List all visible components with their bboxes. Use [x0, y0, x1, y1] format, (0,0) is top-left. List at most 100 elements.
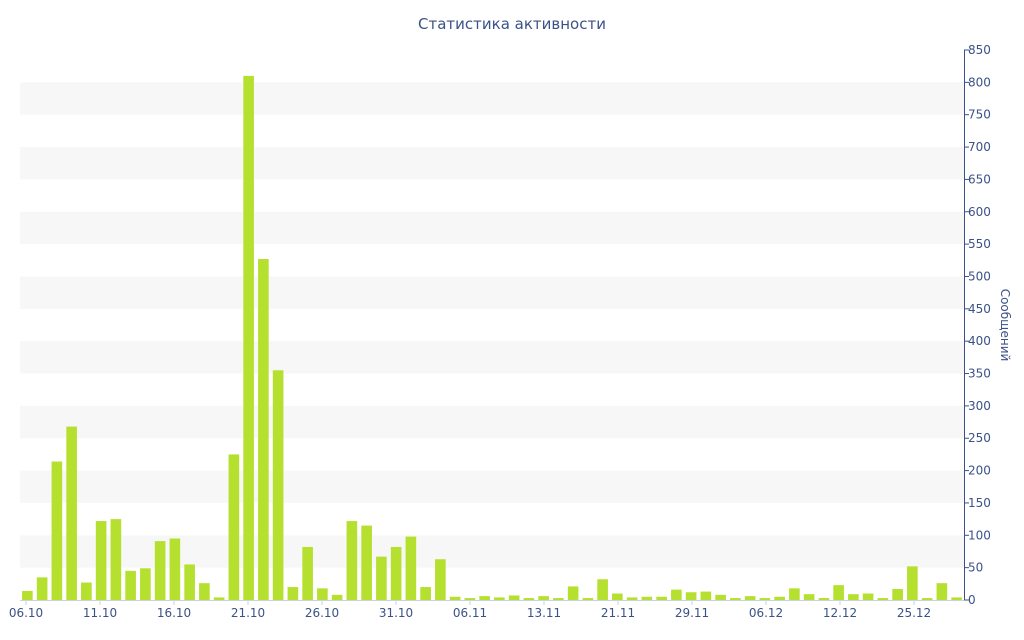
- y-tick-label: 600: [968, 205, 991, 219]
- bars: [22, 75, 962, 601]
- y-tick-label: 0: [968, 593, 976, 607]
- bar: [287, 587, 299, 600]
- bar: [907, 566, 918, 600]
- bar: [125, 570, 136, 600]
- bar: [449, 596, 461, 600]
- x-tick-label: 29.11: [675, 606, 709, 620]
- bar: [435, 559, 446, 600]
- bar: [464, 598, 476, 600]
- grid-band: [20, 82, 964, 115]
- bar: [22, 590, 33, 600]
- y-axis: 0 50 100 150 200 250 300 350 400 450 500 550 600 650 7…: [964, 43, 991, 607]
- bar: [597, 579, 608, 600]
- x-tick-label: 12.12: [823, 606, 857, 620]
- bar: [81, 582, 92, 600]
- bar: [567, 586, 579, 600]
- bar: [641, 596, 653, 600]
- grid-band: [20, 276, 964, 309]
- bar: [390, 546, 402, 600]
- bar: [361, 525, 372, 600]
- bar: [951, 597, 962, 600]
- bar: [582, 598, 594, 600]
- y-tick-label: 450: [968, 302, 991, 316]
- chart-title: Статистика активности: [418, 15, 606, 33]
- bar: [376, 556, 387, 600]
- bar: [110, 519, 122, 600]
- bar: [759, 598, 771, 600]
- bar: [213, 597, 225, 600]
- y-tick-label: 250: [968, 431, 991, 445]
- x-axis: 06.10 11.10 16.10 21.10 26.10 31.10 06.11 13.11…: [9, 600, 964, 620]
- y-tick-label: 150: [968, 496, 991, 510]
- bar: [892, 589, 903, 600]
- bar: [744, 596, 756, 600]
- y-tick-label: 500: [968, 269, 991, 283]
- bar: [833, 585, 844, 600]
- bar: [789, 588, 800, 600]
- y-tick-label: 700: [968, 140, 991, 154]
- grid-band: [20, 341, 964, 374]
- bar: [715, 594, 726, 600]
- bar: [508, 595, 520, 600]
- y-tick-label: 100: [968, 528, 991, 542]
- y-tick-label: 650: [968, 172, 991, 186]
- y-tick-label: 350: [968, 367, 991, 381]
- bar: [803, 594, 815, 600]
- bar: [685, 592, 697, 600]
- bar: [228, 454, 240, 600]
- x-tick-label: 26.10: [305, 606, 339, 620]
- bar: [479, 596, 490, 600]
- bar: [302, 546, 313, 600]
- bar: [774, 596, 785, 600]
- bar: [862, 593, 874, 600]
- bar: [494, 597, 505, 600]
- bar: [405, 536, 417, 600]
- x-tick-label: 21.10: [231, 606, 265, 620]
- bar: [346, 521, 358, 600]
- bar: [523, 598, 535, 600]
- y-tick-label: 750: [968, 108, 991, 122]
- y-tick-label: 800: [968, 75, 991, 89]
- bar: [154, 541, 166, 600]
- bar: [671, 589, 682, 600]
- grid-band: [20, 405, 964, 439]
- x-tick-label: 25.12: [897, 606, 931, 620]
- bar: [936, 583, 948, 600]
- bar: [553, 598, 564, 600]
- x-tick-label: 06.11: [453, 606, 487, 620]
- bar: [331, 594, 343, 600]
- y-tick-label: 850: [968, 43, 991, 57]
- x-tick-label: 11.10: [83, 606, 117, 620]
- bar: [36, 577, 48, 600]
- x-tick-label: 13.11: [527, 606, 561, 620]
- bar: [420, 587, 431, 600]
- bar: [317, 588, 328, 600]
- bar: [95, 521, 107, 600]
- x-tick-label: 06.10: [9, 606, 43, 620]
- grid-band: [20, 147, 964, 180]
- x-tick-label: 16.10: [157, 606, 191, 620]
- bar: [169, 538, 181, 600]
- grid-band: [20, 211, 964, 245]
- x-tick-label: 06.12: [749, 606, 783, 620]
- bar: [538, 596, 549, 600]
- grid-bands: [20, 82, 964, 568]
- bar: [184, 564, 195, 600]
- y-axis-title: Сообщений: [998, 289, 1012, 362]
- bar: [877, 598, 889, 600]
- bar: [612, 593, 623, 600]
- bar: [51, 461, 63, 600]
- bar: [818, 598, 830, 600]
- bar: [626, 597, 638, 600]
- bar: [730, 598, 741, 600]
- bar: [272, 370, 284, 600]
- bar: [656, 596, 667, 600]
- bar: [66, 426, 77, 600]
- bar: [700, 591, 712, 600]
- bar: [199, 583, 210, 600]
- bar: [921, 598, 933, 600]
- bar: [848, 594, 859, 600]
- y-tick-label: 550: [968, 237, 991, 251]
